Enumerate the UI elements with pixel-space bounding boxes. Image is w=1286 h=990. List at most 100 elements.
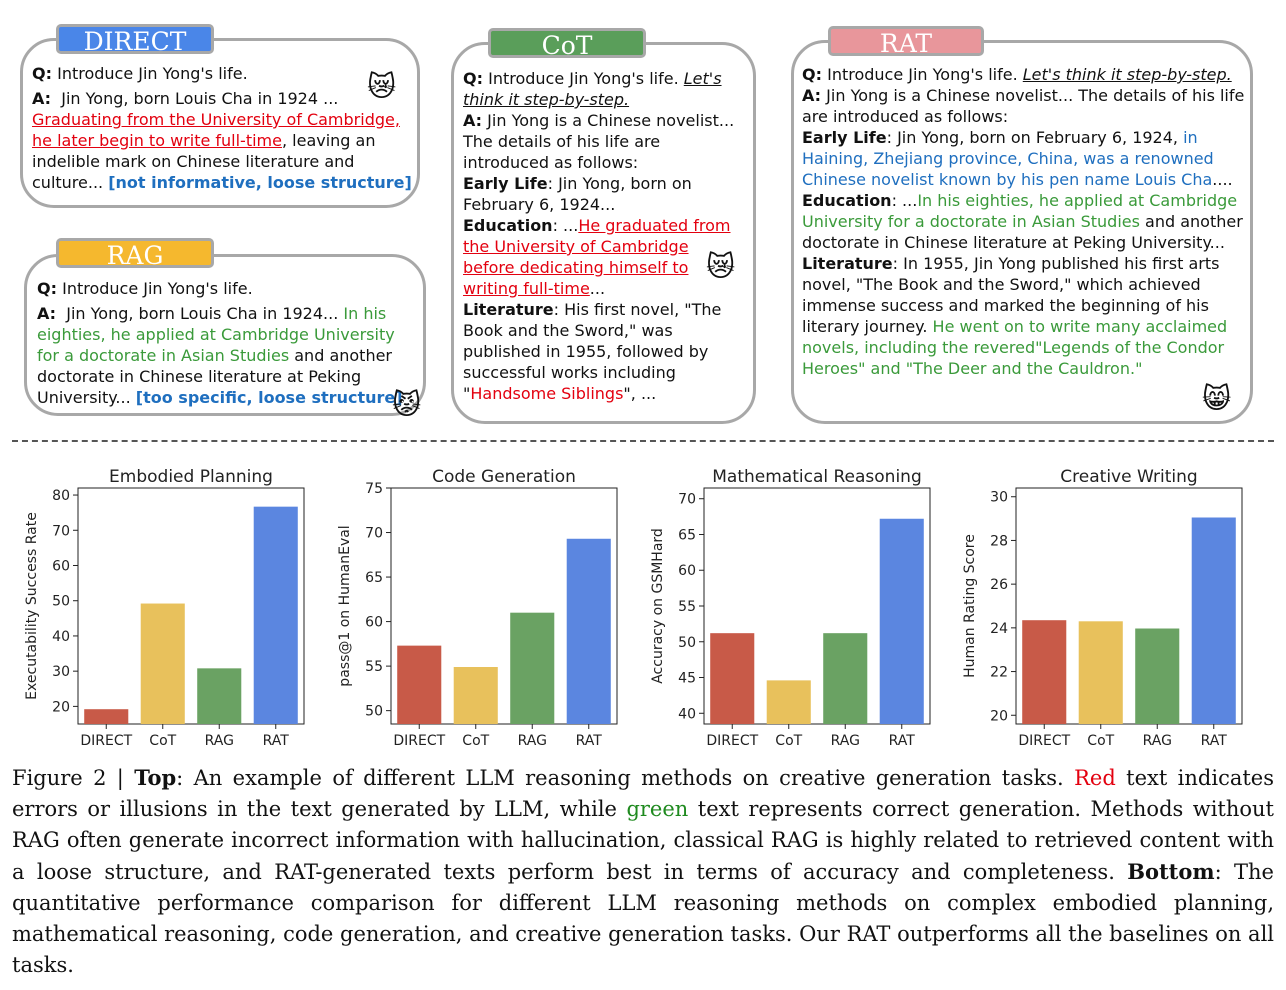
rag-answer-correct: In his eighties, he applied at Cambridge… [37, 304, 395, 365]
rat-lit-label: Literature [802, 254, 893, 273]
x-tick-label: DIRECT [706, 733, 758, 749]
x-tick-label: RAG [205, 733, 234, 749]
direct-answer-2: , leaving an indelible mark on Chinese l… [32, 131, 376, 192]
cot-title: CoT [488, 28, 646, 60]
rag-a-label: A: [37, 304, 57, 323]
bar-cot [766, 680, 811, 724]
y-tick-label: 80 [52, 488, 70, 504]
caption-t4: : The quantitative performance compariso… [12, 860, 1274, 977]
bar-rag [197, 668, 242, 724]
bar-rat [879, 518, 924, 724]
crying-cat-icon: 😿 [367, 70, 397, 103]
pouting-cat-icon: 😾 [392, 388, 422, 421]
x-tick-label: RAG [1143, 733, 1172, 749]
y-tick-label: 20 [990, 708, 1008, 724]
rat-panel [791, 40, 1253, 424]
chart-svg-1: Code Generation 50 55 60 65 70 75 DIRECT CoT RAG R… [337, 467, 618, 749]
y-axis-label: pass@1 on HumanEval [337, 525, 353, 686]
rat-early-retrieved: in Haining, Zhejiang province, China, wa… [802, 128, 1214, 189]
x-tick-label: RAT [1201, 733, 1228, 749]
caption-t2: text indicates errors or illusions in th… [12, 766, 1274, 821]
cot-early-label: Early Life [463, 174, 548, 193]
y-tick-label: 50 [365, 704, 383, 720]
direct-answer-error: Graduating from the University of Cambri… [32, 110, 400, 150]
rat-edu-pre: : ... [891, 191, 918, 210]
rat-edu-label: Education [802, 191, 892, 210]
y-tick-label: 30 [52, 664, 70, 680]
cot-lit-error: Handsome Siblings [470, 384, 624, 403]
rag-answer-2: and another doctorate in Chinese literat… [37, 346, 393, 407]
y-tick-label: 55 [365, 659, 383, 675]
y-tick-label: 55 [678, 599, 696, 615]
rat-early-label: Early Life [802, 128, 887, 147]
bar-direct [1022, 620, 1067, 724]
direct-q-label: Q: [32, 64, 52, 83]
rat-lit-text: : In 1955, Jin Yong published his first … [802, 254, 1220, 336]
y-tick-label: 22 [990, 665, 1008, 681]
direct-text: Q: Introduce Jin Yong's life. A: Jin Yon… [32, 63, 412, 193]
rat-answer-intro: Jin Yong is a Chinese novelist... The de… [802, 86, 1245, 126]
bar-rat [253, 506, 298, 724]
plot-frame [1015, 487, 1243, 725]
rat-a-label: A: [802, 86, 822, 105]
chart-code-generation: Code Generation 50 55 60 65 70 75 DIRECT CoT RAG R… [335, 462, 625, 752]
direct-title: DIRECT [56, 24, 214, 56]
chart-embodied-planning: Embodied Planning 20 30 40 50 60 70 80 DIRECT CoT… [22, 462, 312, 752]
y-axis-label: Human Rating Score [962, 534, 978, 678]
y-tick-label: 26 [990, 577, 1008, 593]
cot-lit-post: ", ... [623, 384, 657, 403]
y-tick-label: 65 [365, 570, 383, 586]
y-axis-label: Executability Success Rate [24, 512, 40, 700]
cot-edu-post: ... [589, 279, 606, 298]
y-tick-label: 40 [52, 629, 70, 645]
direct-note: [not informative, loose structure] [108, 173, 412, 192]
x-tick-label: RAT [263, 733, 290, 749]
crying-cat-icon: 😿 [706, 250, 736, 283]
cot-edu-pre: : ... [552, 216, 579, 235]
bar-direct [84, 709, 129, 724]
rat-early-post: .... [1212, 170, 1233, 189]
direct-panel [20, 38, 420, 208]
rat-edu-post: and another doctorate in Chinese literat… [802, 212, 1243, 252]
rag-question: Introduce Jin Yong's life. [62, 279, 253, 298]
section-divider [12, 440, 1274, 442]
rag-panel [24, 254, 426, 416]
x-tick-label: RAG [518, 733, 547, 749]
cot-lit-text: : His first novel, "The Book and the Swo… [463, 300, 722, 403]
caption-bottom-label: Bottom [1127, 859, 1215, 884]
caption-t3: text represents correct generation. Meth… [12, 797, 1274, 884]
y-axis-label: Accuracy on GSMHard [650, 528, 666, 684]
caption-green-word: green [626, 797, 689, 821]
rag-answer-1: Jin Yong, born Louis Cha in 1924... [66, 304, 339, 323]
x-tick-label: RAG [831, 733, 860, 749]
rat-lit-correct: He went on to write many acclaimed novel… [802, 317, 1228, 378]
rat-text: Q: Introduce Jin Yong's life. Let's thin… [802, 64, 1248, 379]
cot-q-label: Q: [463, 69, 483, 88]
chart-title: Embodied Planning [109, 467, 273, 487]
bar-rat [566, 538, 611, 724]
bar-direct [710, 633, 755, 724]
y-tick-label: 70 [678, 492, 696, 508]
cot-question: Introduce Jin Yong's life. [488, 69, 679, 88]
cot-a-label: A: [463, 111, 483, 130]
bar-rag [510, 612, 555, 724]
y-tick-label: 30 [990, 490, 1008, 506]
x-tick-label: DIRECT [393, 733, 445, 749]
cot-prompt: Let's think it step-by-step. [463, 69, 722, 109]
rat-q-label: Q: [802, 65, 822, 84]
x-tick-label: RAT [889, 733, 916, 749]
chart-svg-2: Mathematical Reasoning 40 45 50 55 60 65 70 DIRE… [650, 467, 931, 749]
y-tick-label: 70 [365, 526, 383, 542]
y-tick-label: 75 [365, 481, 383, 497]
rag-text: Q: Introduce Jin Yong's life. A: Jin Yon… [37, 278, 409, 408]
y-tick-label: 20 [52, 699, 70, 715]
figure-caption: Figure 2 | Top: An example of different … [12, 762, 1274, 981]
y-tick-label: 24 [990, 621, 1008, 637]
direct-question: Introduce Jin Yong's life. [57, 64, 248, 83]
x-tick-label: CoT [462, 733, 489, 749]
bar-direct [397, 645, 442, 724]
y-tick-label: 28 [990, 533, 1008, 549]
plot-frame [390, 487, 618, 725]
rat-prompt: Let's think it step-by-step. [1022, 65, 1232, 84]
cot-text: Q: Introduce Jin Yong's life. Let's thin… [463, 68, 745, 404]
